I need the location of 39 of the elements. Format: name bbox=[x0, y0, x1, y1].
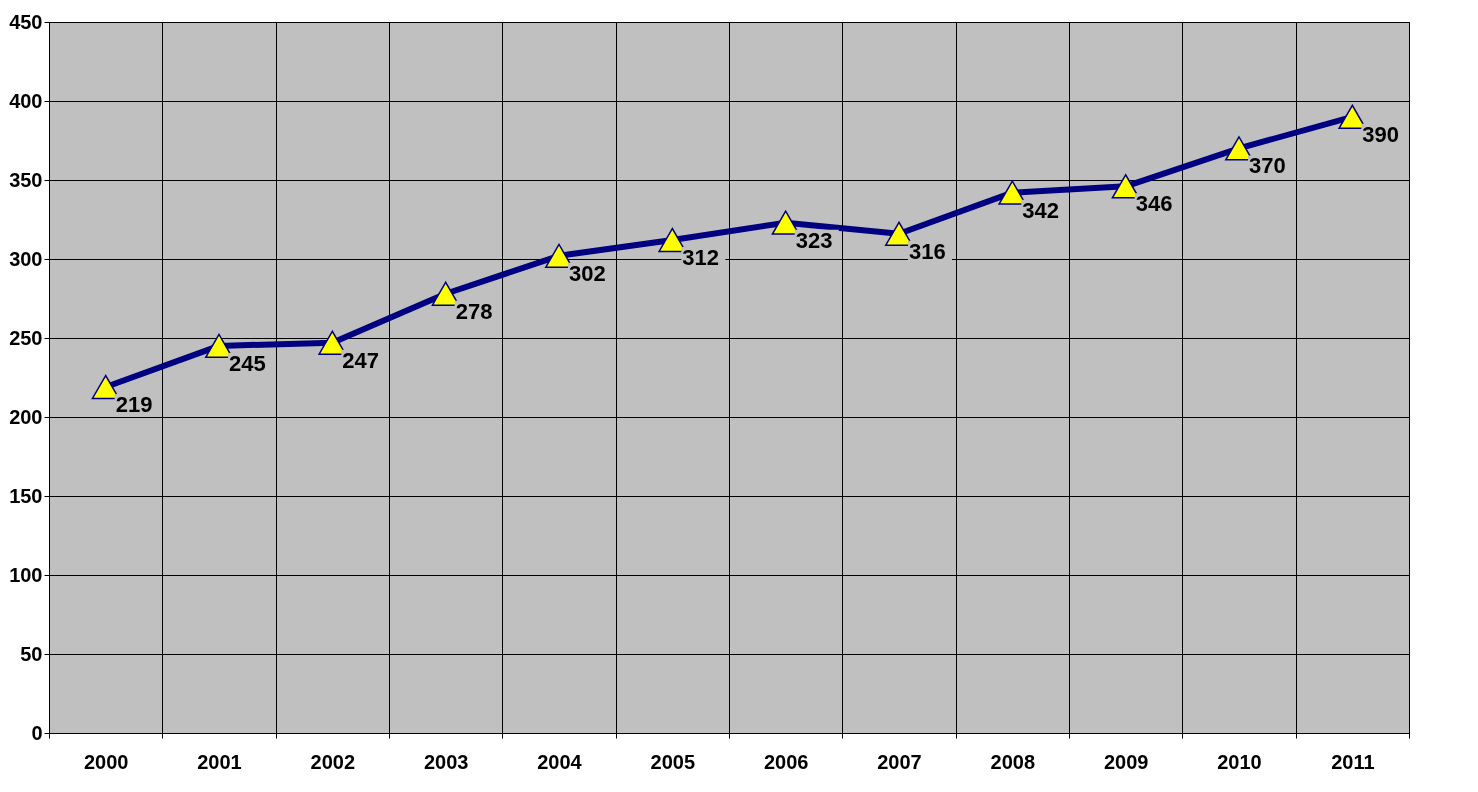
x-tick-label: 2006 bbox=[763, 750, 809, 773]
data-label: 342 bbox=[1022, 197, 1060, 223]
data-label: 278 bbox=[455, 298, 493, 324]
x-tick-label: 2004 bbox=[537, 750, 583, 773]
data-label: 390 bbox=[1362, 121, 1400, 147]
point bbox=[998, 180, 1027, 205]
data-label: 370 bbox=[1249, 153, 1286, 179]
data-label: 245 bbox=[229, 350, 266, 376]
y-tick-label: 150 bbox=[9, 484, 43, 507]
y-tick-label: 50 bbox=[20, 642, 43, 665]
point bbox=[318, 330, 347, 355]
y-tick-label: 300 bbox=[9, 247, 43, 270]
data-label: 316 bbox=[909, 238, 946, 264]
point bbox=[431, 281, 460, 306]
x-tick-label: 2007 bbox=[877, 750, 922, 773]
y-tick-label: 100 bbox=[9, 563, 43, 586]
y-tick-label: 0 bbox=[31, 721, 43, 744]
y-tick-label: 350 bbox=[9, 168, 43, 191]
y-tick-label: 250 bbox=[9, 326, 43, 349]
y-tick-label: 450 bbox=[9, 10, 43, 33]
y-tick-label: 200 bbox=[9, 405, 43, 428]
point bbox=[771, 210, 800, 235]
y-tick-label: 400 bbox=[9, 89, 43, 112]
data-label: 219 bbox=[115, 391, 153, 417]
data-label: 346 bbox=[1135, 191, 1173, 217]
x-tick-label: 2011 bbox=[1331, 750, 1375, 773]
data-label: 323 bbox=[795, 227, 833, 253]
x-tick-label: 2010 bbox=[1217, 750, 1262, 773]
x-tick-label: 2001 bbox=[197, 750, 242, 773]
x-tick-label: 2000 bbox=[83, 750, 129, 773]
data-label: 312 bbox=[682, 245, 720, 271]
x-tick-label: 2003 bbox=[423, 750, 469, 773]
data-label: 302 bbox=[569, 260, 606, 286]
x-tick-label: 2005 bbox=[650, 750, 696, 773]
x-tick-label: 2009 bbox=[1103, 750, 1149, 773]
x-tick-label: 2008 bbox=[990, 750, 1036, 773]
point bbox=[885, 221, 913, 246]
data-label: 247 bbox=[342, 347, 380, 373]
x-tick-label: 2002 bbox=[310, 750, 356, 773]
